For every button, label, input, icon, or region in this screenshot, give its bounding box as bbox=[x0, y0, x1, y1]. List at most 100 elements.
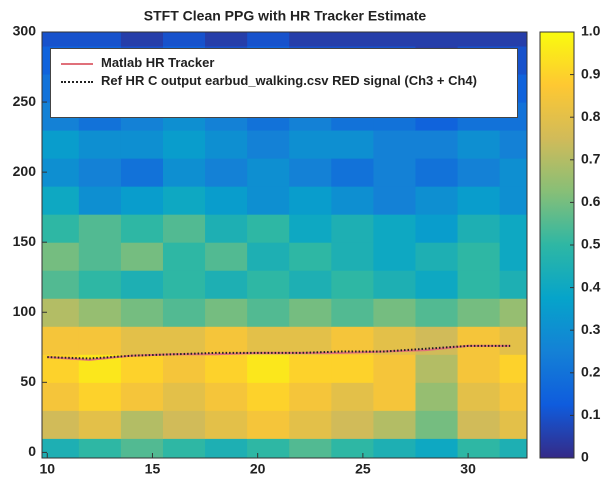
heatmap-cell bbox=[289, 158, 332, 187]
heatmap-cell bbox=[205, 130, 248, 159]
heatmap-cell bbox=[415, 158, 458, 187]
heatmap-cell bbox=[121, 410, 164, 439]
heatmap-cell bbox=[205, 242, 248, 271]
heatmap-cell bbox=[500, 242, 543, 271]
colorbar-tick-label: 0.4 bbox=[581, 278, 601, 294]
heatmap-cell bbox=[163, 438, 206, 467]
chart-title: STFT Clean PPG with HR Tracker Estimate bbox=[144, 8, 427, 24]
heatmap-cell bbox=[415, 298, 458, 327]
heatmap-cell bbox=[205, 410, 248, 439]
legend-swatch bbox=[61, 63, 93, 65]
x-tick-label: 10 bbox=[39, 461, 55, 477]
heatmap-cell bbox=[79, 438, 122, 467]
heatmap-cell bbox=[331, 186, 374, 215]
heatmap-cell bbox=[163, 186, 206, 215]
heatmap-cell bbox=[458, 354, 501, 383]
heatmap-cell bbox=[205, 214, 248, 243]
heatmap-cell bbox=[79, 130, 122, 159]
y-tick-label: 150 bbox=[13, 233, 37, 249]
heatmap-cell bbox=[500, 158, 543, 187]
colorbar-tick-label: 0 bbox=[581, 449, 589, 465]
heatmap-cell bbox=[331, 130, 374, 159]
heatmap-cell bbox=[500, 186, 543, 215]
heatmap-cell bbox=[121, 214, 164, 243]
heatmap-cell bbox=[79, 410, 122, 439]
heatmap-cell bbox=[331, 214, 374, 243]
heatmap-cell bbox=[205, 326, 248, 355]
heatmap-cell bbox=[163, 326, 206, 355]
legend-swatch bbox=[61, 81, 93, 83]
heatmap-cell bbox=[121, 158, 164, 187]
heatmap-cell bbox=[500, 354, 543, 383]
heatmap-cell bbox=[289, 410, 332, 439]
heatmap-cell bbox=[121, 186, 164, 215]
heatmap-cell bbox=[163, 354, 206, 383]
heatmap-cell bbox=[205, 382, 248, 411]
heatmap-cell bbox=[289, 354, 332, 383]
heatmap-cell bbox=[79, 214, 122, 243]
heatmap-cell bbox=[458, 158, 501, 187]
colorbar-tick-label: 0.6 bbox=[581, 193, 601, 209]
y-tick-label: 0 bbox=[28, 443, 36, 459]
heatmap-cell bbox=[373, 270, 416, 299]
y-tick-label: 100 bbox=[13, 303, 37, 319]
heatmap-cell bbox=[458, 410, 501, 439]
heatmap-cell bbox=[79, 298, 122, 327]
heatmap-cell bbox=[500, 438, 543, 467]
heatmap-cell bbox=[500, 270, 543, 299]
colorbar-tick-label: 0.1 bbox=[581, 406, 601, 422]
heatmap-cell bbox=[415, 382, 458, 411]
colorbar-tick-label: 1.0 bbox=[581, 23, 601, 39]
heatmap-cell bbox=[37, 410, 80, 439]
heatmap-cell bbox=[247, 270, 290, 299]
heatmap-cell bbox=[458, 214, 501, 243]
heatmap-cell bbox=[37, 326, 80, 355]
x-tick-label: 30 bbox=[460, 461, 476, 477]
heatmap-cell bbox=[205, 298, 248, 327]
heatmap-cell bbox=[415, 270, 458, 299]
heatmap-cell bbox=[163, 130, 206, 159]
heatmap-cell bbox=[79, 326, 122, 355]
heatmap-cell bbox=[289, 382, 332, 411]
colorbar-tick-label: 0.7 bbox=[581, 151, 601, 167]
heatmap-cell bbox=[458, 382, 501, 411]
heatmap-cell bbox=[415, 354, 458, 383]
heatmap-cell bbox=[247, 158, 290, 187]
heatmap-cell bbox=[331, 354, 374, 383]
heatmap-cell bbox=[331, 242, 374, 271]
heatmap-cell bbox=[79, 270, 122, 299]
heatmap-cell bbox=[205, 186, 248, 215]
heatmap-cell bbox=[79, 242, 122, 271]
heatmap-cell bbox=[289, 270, 332, 299]
colorbar-tick-label: 0.8 bbox=[581, 108, 601, 124]
heatmap-cell bbox=[458, 242, 501, 271]
heatmap-cell bbox=[247, 186, 290, 215]
heatmap-cell bbox=[121, 242, 164, 271]
heatmap-cell bbox=[289, 186, 332, 215]
heatmap-cell bbox=[37, 382, 80, 411]
heatmap-cell bbox=[373, 242, 416, 271]
heatmap-cell bbox=[205, 270, 248, 299]
x-tick-label: 25 bbox=[355, 461, 371, 477]
heatmap-cell bbox=[247, 410, 290, 439]
heatmap-cell bbox=[458, 270, 501, 299]
chart-page: STFT Clean PPG with HR Tracker Estimate … bbox=[0, 0, 611, 480]
heatmap-cell bbox=[247, 354, 290, 383]
heatmap-cell bbox=[458, 298, 501, 327]
colorbar bbox=[540, 32, 574, 458]
heatmap-cell bbox=[458, 326, 501, 355]
heatmap-cell bbox=[121, 326, 164, 355]
heatmap-cell bbox=[415, 130, 458, 159]
y-tick-label: 200 bbox=[13, 163, 37, 179]
heatmap-cell bbox=[163, 242, 206, 271]
heatmap-cell bbox=[163, 382, 206, 411]
heatmap-cell bbox=[289, 326, 332, 355]
heatmap-cell bbox=[331, 298, 374, 327]
legend-label: Ref HR C output earbud_walking.csv RED s… bbox=[101, 73, 507, 89]
heatmap-cell bbox=[121, 354, 164, 383]
heatmap-cell bbox=[500, 214, 543, 243]
heatmap-cell bbox=[289, 214, 332, 243]
heatmap-cell bbox=[500, 130, 543, 159]
heatmap-cell bbox=[415, 438, 458, 467]
colorbar-tick-label: 0.3 bbox=[581, 321, 601, 337]
